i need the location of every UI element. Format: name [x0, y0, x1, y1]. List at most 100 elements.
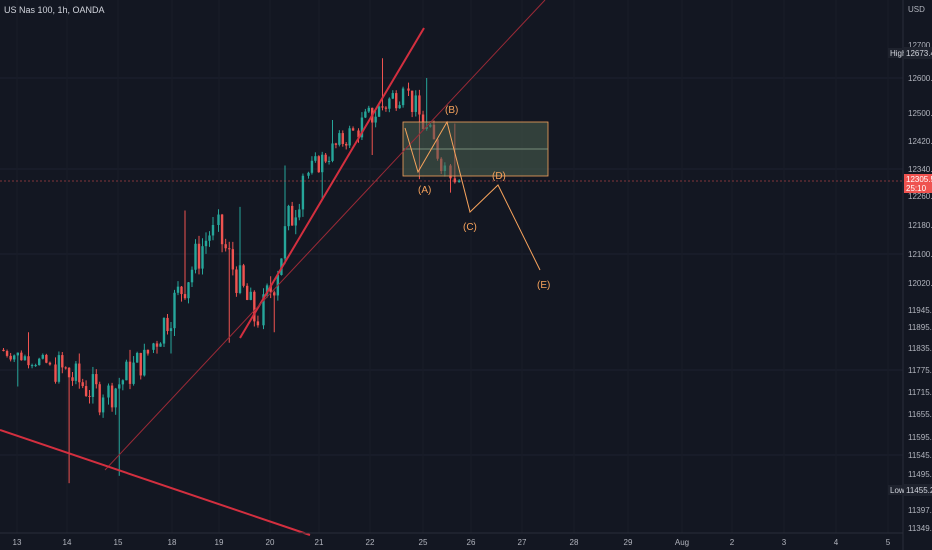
candle-body: [208, 235, 211, 241]
x-tick-label: 20: [266, 538, 275, 547]
trendline-resistance[interactable]: [0, 429, 311, 536]
candle-body: [327, 160, 331, 162]
candle-body: [269, 285, 272, 293]
x-tick-label: 2: [730, 538, 735, 547]
candle-body: [401, 88, 405, 106]
candle-body: [391, 93, 394, 99]
x-tick-label: 22: [366, 538, 375, 547]
candle-body: [155, 343, 159, 347]
candle-body: [201, 246, 204, 269]
high-tag-label: High: [890, 49, 906, 58]
candle-body: [38, 358, 41, 366]
candle-body: [398, 105, 401, 109]
y-tick-label: 12700.0: [908, 41, 932, 50]
candle-body: [367, 107, 370, 112]
candle-body: [407, 88, 410, 91]
candle-body: [74, 363, 78, 381]
candle-body: [5, 351, 9, 356]
candle-body: [338, 133, 341, 145]
candle-body: [71, 377, 74, 381]
candle-body: [317, 156, 320, 173]
candle-body: [381, 106, 384, 108]
candle-body: [301, 175, 305, 210]
candle-body: [384, 107, 388, 109]
candle-body: [125, 361, 128, 381]
candle-body: [348, 128, 351, 146]
candle-body: [262, 294, 265, 326]
candle-body: [143, 349, 146, 376]
symbol-title[interactable]: US Nas 100, 1h, OANDA: [4, 5, 105, 15]
x-tick-label: 19: [215, 538, 224, 547]
y-tick-label: 12500.0: [908, 109, 932, 118]
candle-body: [110, 385, 114, 408]
candle-body: [331, 143, 334, 161]
time-axis[interactable]: 13 14 15 18 19 20 21 22 25 26 27 28 29 Aug 2 3 4 5: [0, 532, 903, 547]
x-tick-label: 15: [114, 538, 123, 547]
candle-body: [128, 361, 132, 384]
candle-body: [9, 355, 12, 360]
candle-body: [101, 397, 105, 413]
low-tag-value-bg: [904, 484, 932, 496]
x-tick-label: Aug: [675, 538, 689, 547]
y-tick-label: 11495.0: [908, 470, 932, 479]
x-tick-label: 13: [13, 538, 22, 547]
candle-body: [238, 265, 242, 293]
candle-body: [457, 180, 461, 183]
candle-body: [2, 349, 5, 352]
y-tick-label: 11397.0: [908, 506, 932, 515]
candle-body: [187, 282, 190, 299]
y-tick-label: 11545.0: [908, 451, 932, 460]
candle-body: [334, 143, 338, 145]
wave-labels: (A) (B) (C) (D) (E): [418, 105, 550, 291]
wave-label-a: (A): [418, 185, 431, 196]
candle-body: [220, 214, 224, 245]
wave-label-e: (E): [537, 280, 550, 291]
candle-body: [273, 292, 276, 296]
candle-body: [45, 354, 48, 363]
candle-body: [173, 292, 176, 329]
candle-body: [231, 249, 235, 270]
wave-label-b: (B): [445, 105, 458, 116]
candle-body: [81, 382, 84, 387]
candle-body: [224, 244, 227, 249]
candle-body: [95, 374, 98, 385]
price-axis[interactable]: USD 12700.012600.012500.012420.012340.01…: [902, 0, 932, 550]
candle-body: [162, 317, 166, 344]
candle-body: [61, 355, 64, 368]
y-tick-label: 11835.0: [908, 344, 932, 353]
candle-body: [307, 172, 310, 176]
y-tick-label: 12260.0: [908, 192, 932, 201]
candle-body: [57, 355, 61, 382]
candle-body: [132, 362, 135, 384]
trendline-support-steep[interactable]: [239, 27, 425, 339]
x-tick-label: 18: [168, 538, 177, 547]
low-tag-bg: [888, 485, 903, 495]
candle-body: [351, 128, 355, 131]
candle-body: [88, 395, 91, 397]
candle-body: [287, 205, 290, 227]
wave-path[interactable]: [404, 120, 541, 271]
y-tick-label: 11595.0: [908, 433, 932, 442]
candle-body: [54, 364, 57, 382]
candle-body: [135, 352, 139, 363]
trendline-support-long[interactable]: [104, 0, 546, 471]
candle-body: [27, 356, 30, 366]
x-tick-label: 26: [467, 538, 476, 547]
x-tick-label: 5: [886, 538, 891, 547]
y-tick-label: 12600.0: [908, 74, 932, 83]
candle-body: [410, 90, 414, 112]
candle-body: [190, 269, 194, 283]
candle-body: [290, 205, 294, 226]
candle-body: [360, 117, 364, 138]
y-tick-label: 12340.0: [908, 165, 932, 174]
y-tick-label: 12020.0: [908, 279, 932, 288]
candle-body: [98, 384, 101, 413]
candle-body: [114, 388, 117, 408]
candle-body: [283, 226, 287, 259]
y-tick-label: 11655.0: [908, 410, 932, 419]
candle-body: [314, 156, 317, 161]
x-tick-label: 4: [834, 538, 839, 547]
high-tag-value: 12673.4: [906, 49, 932, 58]
